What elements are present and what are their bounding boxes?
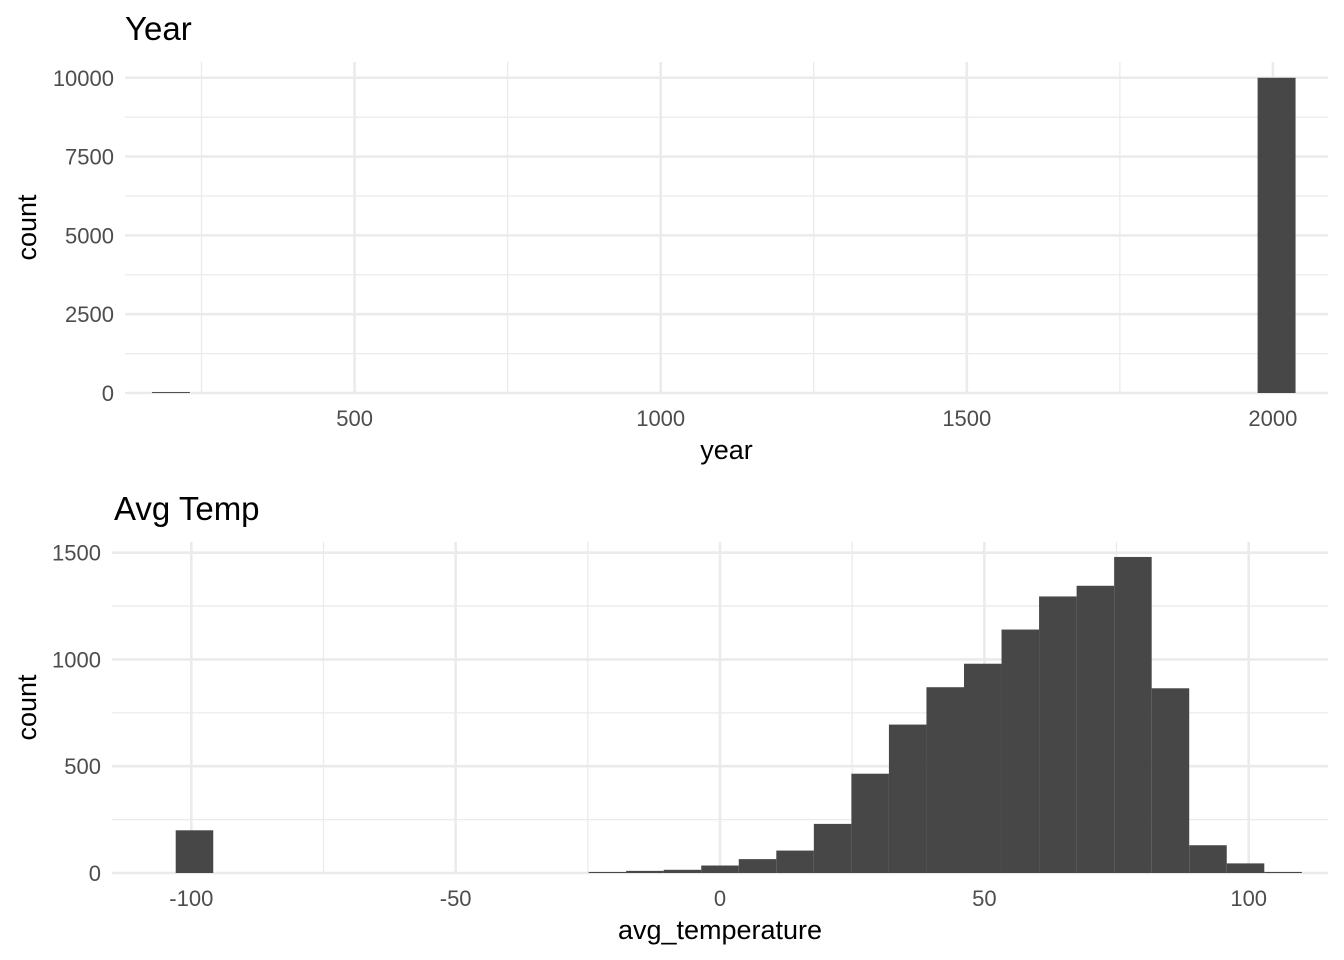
histogram-bar	[588, 871, 627, 873]
histogram-bar	[1039, 596, 1077, 873]
x-axis-label: avg_temperature	[618, 915, 822, 945]
y-tick-label: 10000	[53, 66, 114, 91]
x-tick-label: 50	[972, 886, 996, 911]
x-axis-label: year	[700, 435, 753, 465]
histogram-bar	[1076, 585, 1115, 873]
panel-0: 500 1000 1500 2000 0 2500 5000 7500 10000 Year yea…	[12, 10, 1328, 465]
histogram-bar	[1189, 845, 1227, 873]
histogram-bar	[626, 870, 664, 873]
histogram-bar	[963, 663, 1002, 873]
histogram-bar	[813, 823, 852, 873]
y-tick-label: 500	[64, 754, 101, 779]
x-tick-label: 2000	[1248, 406, 1297, 431]
chart-title: Avg Temp	[114, 490, 260, 527]
chart-title: Year	[125, 10, 192, 47]
histogram-bar	[738, 859, 777, 873]
x-tick-label: 100	[1230, 886, 1267, 911]
histogram-bar	[701, 865, 739, 873]
histogram-bar	[1226, 863, 1265, 873]
x-tick-label: 1000	[636, 406, 685, 431]
histogram-bar	[663, 869, 702, 873]
histogram-bar	[1114, 556, 1152, 873]
y-tick-label: 0	[102, 381, 114, 406]
histogram-bar	[151, 392, 190, 393]
histogram-bar	[1001, 629, 1040, 873]
y-tick-label: 0	[89, 861, 101, 886]
histogram-bar	[888, 724, 927, 873]
y-axis-label: count	[12, 674, 42, 741]
x-tick-label: -100	[169, 886, 213, 911]
y-tick-label: 7500	[65, 145, 114, 170]
y-tick-label: 2500	[65, 302, 114, 327]
y-tick-label: 5000	[65, 223, 114, 248]
histogram-bar	[1151, 688, 1190, 873]
y-tick-label: 1000	[52, 647, 101, 672]
x-tick-label: 500	[336, 406, 373, 431]
x-tick-label: 1500	[942, 406, 991, 431]
histogram-bar	[1257, 77, 1296, 393]
y-tick-label: 1500	[52, 541, 101, 566]
x-tick-label: -50	[440, 886, 472, 911]
histogram-bar	[851, 773, 889, 873]
y-axis-label: count	[12, 194, 42, 261]
histogram-bar	[776, 850, 814, 873]
histogram-bar	[175, 830, 214, 873]
histogram-bar	[926, 687, 964, 873]
histogram-bar	[1264, 871, 1302, 873]
x-tick-label: 0	[714, 886, 726, 911]
